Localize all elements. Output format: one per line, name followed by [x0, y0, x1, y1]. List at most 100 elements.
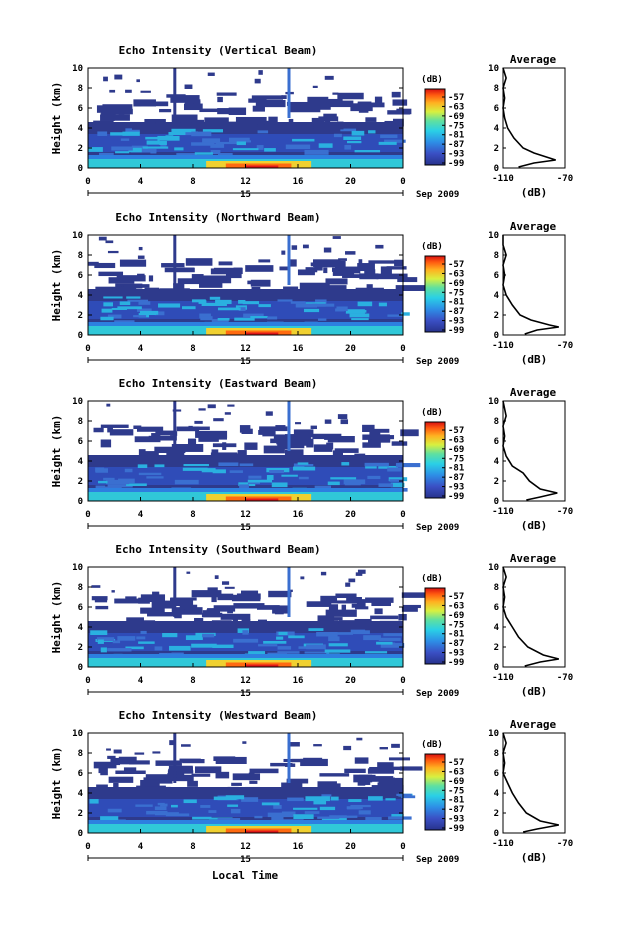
- heatmap-patch: [344, 145, 352, 150]
- heatmap-cloud-echo: [108, 776, 134, 783]
- heatmap-cloud-echo: [291, 245, 298, 250]
- heatmap-cloud-echo: [300, 102, 331, 110]
- heatmap-cloud-echo: [319, 773, 350, 777]
- heatmap-patch: [308, 628, 324, 631]
- heatmap-patch: [218, 462, 239, 467]
- heatmap-patch: [95, 467, 105, 472]
- heatmap-cloud-echo: [285, 784, 302, 792]
- heatmap-patch: [293, 814, 314, 820]
- heatmap-cloud-echo: [391, 441, 408, 446]
- x-tick-label: 8: [190, 177, 195, 187]
- average-y-tick-label: 6: [494, 104, 499, 114]
- colorbar-tick-label: -93: [448, 317, 464, 327]
- chart-panel-3: Echo Intensity (Southward Beam) 0 2 4 6 8 10 He…: [50, 543, 573, 699]
- heatmap-cloud-echo: [106, 748, 111, 751]
- heatmap-patch: [107, 648, 132, 652]
- heatmap-patch: [215, 141, 239, 145]
- heatmap-patch: [266, 475, 274, 480]
- heatmap-cloud-echo: [332, 92, 339, 95]
- heatmap-patch: [273, 804, 282, 809]
- heatmap-cloud-echo: [334, 266, 361, 274]
- heatmap-patch: [353, 630, 370, 635]
- heatmap-patch: [368, 796, 383, 801]
- heatmap-patch: [103, 302, 113, 307]
- heatmap-patch: [304, 811, 320, 814]
- y-tick-label: 10: [72, 397, 83, 407]
- x-tick-label: 8: [190, 510, 195, 520]
- heatmap-cloud-echo: [286, 444, 305, 449]
- heatmap-cloud-echo: [365, 597, 394, 603]
- heatmap-patch: [378, 465, 398, 469]
- heatmap-cloud-echo: [183, 103, 203, 111]
- heatmap-cloud-echo: [266, 122, 287, 128]
- average-title: Average: [510, 53, 557, 66]
- heatmap-cloud-echo: [211, 595, 217, 603]
- heatmap-patch: [401, 795, 416, 799]
- colorbar-tick-label: -63: [448, 102, 464, 112]
- y-tick-label: 10: [72, 231, 83, 241]
- heatmap-cloud-echo: [224, 412, 231, 415]
- average-y-tick-label: 4: [494, 291, 500, 301]
- heatmap-patch: [176, 153, 197, 157]
- heatmap-patch: [385, 798, 396, 801]
- heatmap-cloud-echo: [334, 448, 359, 453]
- heatmap-patch: [254, 815, 263, 819]
- heatmap-patch: [154, 806, 167, 811]
- heatmap-patch: [100, 316, 114, 321]
- x-tick-label: 12: [240, 676, 251, 686]
- heatmap-cloud-echo: [96, 784, 108, 789]
- heatmap-streak: [287, 68, 291, 118]
- x-tick-label: 4: [138, 177, 144, 187]
- heatmap-cloud-echo: [91, 596, 108, 601]
- heatmap-patch: [126, 483, 147, 487]
- heatmap-cloud-echo: [286, 778, 309, 784]
- heatmap-cloud-echo: [355, 606, 369, 610]
- average-y-tick-label: 8: [494, 583, 499, 593]
- heatmap-patch: [263, 640, 287, 644]
- heatmap-patch: [318, 143, 333, 148]
- heatmap-cloud-echo: [187, 438, 197, 446]
- heatmap-cloud-echo: [210, 268, 232, 275]
- heatmap-cloud-echo: [307, 96, 329, 105]
- heatmap-cloud-echo: [255, 99, 286, 108]
- heatmap-cloud-echo: [152, 751, 161, 754]
- heatmap-cloud-echo: [145, 786, 171, 791]
- heatmap-cloud-echo: [290, 259, 297, 267]
- heatmap-cloud-echo: [283, 286, 299, 293]
- heatmap-cloud-echo: [194, 420, 203, 424]
- x-tick-label: 12: [240, 177, 251, 187]
- heatmap-patch: [380, 134, 398, 139]
- heatmap-patch: [316, 632, 338, 637]
- heatmap-patch: [306, 644, 326, 650]
- heatmap-patch: [125, 128, 133, 134]
- heatmap-patch: [200, 316, 213, 321]
- x-tick-label: 0: [85, 344, 90, 354]
- chart-panel-4: Echo Intensity (Westward Beam) 0 2 4 6 8 10 Hei…: [50, 709, 573, 865]
- colorbar-tick-label: -69: [448, 611, 464, 621]
- heatmap-patch: [117, 306, 142, 310]
- heatmap-core-max: [245, 830, 279, 833]
- heatmap-cloud-echo: [140, 90, 151, 93]
- y-tick-label: 4: [78, 291, 84, 301]
- heatmap-patch: [267, 812, 294, 818]
- average-y-tick-label: 0: [494, 663, 499, 673]
- average-y-tick-label: 0: [494, 164, 499, 174]
- heatmap-patch: [238, 307, 246, 312]
- heatmap-cloud-echo: [121, 285, 137, 293]
- average-x-tick-label: -110: [492, 174, 514, 184]
- date-label: Sep 2009: [416, 689, 459, 699]
- heatmap-patch: [140, 311, 157, 316]
- heatmap-cloud-echo: [385, 455, 390, 462]
- y-tick-label: 8: [78, 84, 83, 94]
- heatmap-patch: [191, 142, 215, 146]
- heatmap-patch: [378, 141, 397, 145]
- heatmap-cloud-echo: [242, 741, 247, 744]
- heatmap-cloud-echo: [217, 593, 234, 601]
- heatmap-cloud-echo: [212, 443, 237, 448]
- average-frame: [502, 234, 566, 336]
- heatmap-cloud-echo: [252, 105, 265, 112]
- heatmap-cloud-echo: [374, 608, 383, 615]
- heatmap-patch: [277, 646, 292, 650]
- heatmap-cloud-echo: [227, 786, 239, 793]
